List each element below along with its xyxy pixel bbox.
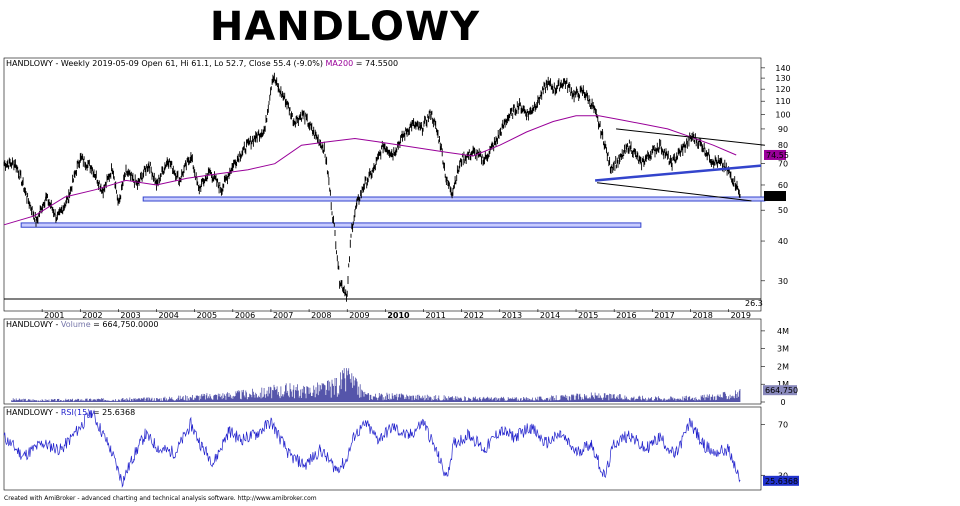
volume-header: HANDLOWY - Volume = 664,750.0000 [6, 320, 158, 329]
volume-ytick-label: 2M [777, 362, 789, 371]
rsi-header: HANDLOWY - RSI(15) = 25.6368 [6, 408, 135, 417]
price-ytick-label: 60 [778, 181, 788, 190]
price-xtick-label: 2013 [502, 311, 522, 320]
price-ytick-label: 40 [778, 237, 788, 246]
page-title: HANDLOWY [209, 4, 481, 50]
rsi-last-label: 25.6368 [765, 477, 798, 486]
price-xtick-label: 2018 [692, 311, 712, 320]
volume-ytick-label: 1M [777, 380, 789, 389]
rsi-line [3, 409, 741, 488]
support-zone-55 [142, 196, 766, 202]
price-xtick-label: 2017 [654, 311, 674, 320]
rsi-ytick-label: 30 [778, 471, 788, 480]
price-xtick-label: 2010 [387, 311, 410, 320]
price-xtick-label: 2002 [82, 311, 102, 320]
volume-last-label: 664,750 [765, 386, 798, 395]
price-header-text: HANDLOWY - Weekly 2019-05-09 Open 61, Hi… [6, 59, 323, 68]
upper-channel-line [616, 128, 765, 146]
blue-support-trendline [594, 164, 762, 182]
price-ytick-label: 90 [778, 125, 788, 134]
price-xtick-label: 2003 [120, 311, 140, 320]
price-xtick-label: 2005 [197, 311, 217, 320]
close-value-label-box [764, 191, 786, 202]
price-ytick-label: 140 [775, 64, 790, 73]
ma200-value-label-box [764, 149, 786, 160]
volume-ytick-label: 0 [780, 398, 785, 407]
price-xtick-label: 2004 [159, 311, 179, 320]
volume-bars [11, 368, 741, 402]
price-ytick-label: 30 [778, 277, 788, 286]
volume-legend-name: Volume [61, 320, 91, 329]
volume-last-box [763, 385, 797, 396]
price-ytick-label: 100 [775, 110, 790, 119]
price-xtick-label: 2016 [616, 311, 636, 320]
price-series-close [3, 72, 741, 302]
rsi-panel-frame [3, 406, 762, 491]
volume-panel-frame [3, 318, 762, 405]
close-value-label: 55.4 [766, 192, 784, 201]
price-ytick-label: 70 [778, 160, 788, 169]
ma200-value-label: 74.55 [766, 151, 789, 160]
ma-legend-value: = 74.5500 [353, 59, 398, 68]
price-xtick-label: 2015 [578, 311, 598, 320]
price-panel-frame [3, 57, 762, 312]
min-value-label: 26.3 [745, 299, 763, 308]
price-header: HANDLOWY - Weekly 2019-05-09 Open 61, Hi… [6, 59, 398, 68]
price-ytick-label: 120 [775, 85, 790, 94]
price-ytick-label: 130 [775, 74, 790, 83]
rsi-layer: 30 70 25.6368 [3, 409, 799, 488]
price-xtick-label: 2014 [540, 311, 560, 320]
footer-credit: Created with AmiBroker - advanced charti… [4, 495, 317, 502]
ma-legend-label: MA200 [326, 59, 354, 68]
ma200-line [3, 115, 737, 226]
price-ytick-label: 80 [778, 141, 788, 150]
support-zone-45 [20, 222, 642, 228]
rsi-ytick-label: 70 [778, 420, 788, 429]
price-xtick-label: 2001 [44, 311, 64, 320]
rsi-legend-name: RSI(15) [61, 408, 90, 417]
price-xtick-label: 2009 [349, 311, 369, 320]
price-xtick-label: 2019 [731, 311, 751, 320]
volume-ytick-label: 3M [777, 345, 789, 354]
price-ytick-label: 110 [775, 97, 790, 106]
rsi-last-box [763, 475, 799, 486]
price-xtick-label: 2006 [235, 311, 255, 320]
volume-layer: 0 1M 2M 3M 4M 664,750 [11, 327, 798, 407]
price-xtick-label: 2007 [273, 311, 293, 320]
lower-channel-line [596, 182, 752, 202]
price-xtick-label: 2008 [311, 311, 331, 320]
volume-ytick-label: 4M [777, 327, 789, 336]
price-xtick-label: 2011 [425, 311, 445, 320]
price-xtick-label: 2012 [464, 311, 484, 320]
price-ytick-label: 50 [778, 206, 788, 215]
